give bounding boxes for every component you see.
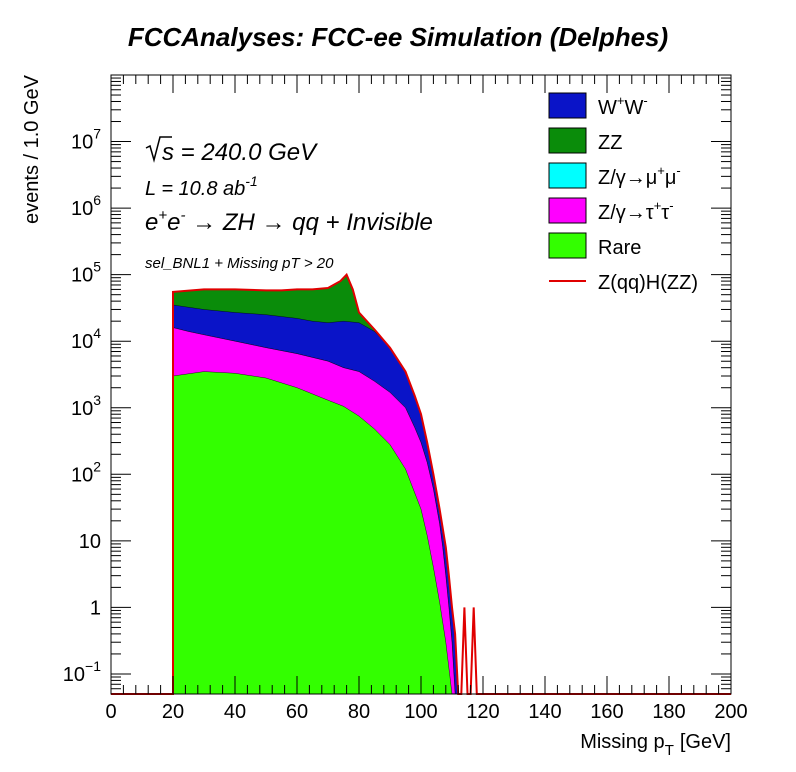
y-tick-label: 1	[90, 597, 101, 619]
y-tick-label: 105	[71, 259, 101, 287]
annotation-luminosity: L = 10.8 ab-1	[145, 173, 258, 200]
legend-label: Z/γ→μ+μ-	[598, 163, 681, 189]
y-tick-label: 104	[71, 325, 101, 353]
x-tick-label: 80	[348, 701, 370, 723]
series-line-signal	[111, 272, 731, 695]
x-tick-label: 200	[714, 701, 747, 723]
x-tick-label: 160	[590, 701, 623, 723]
legend: W+W- ZZ Z/γ→μ+μ- Z/γ→τ+τ- Rare Z(qq)H(ZZ)	[548, 92, 698, 294]
legend-item-ztautau: Z/γ→τ+τ-	[548, 197, 674, 224]
x-tick-label: 40	[224, 701, 246, 723]
x-tick-label: 20	[162, 701, 184, 723]
y-tick-label: 10	[79, 531, 101, 553]
y-tick-label: 10−1	[63, 658, 101, 686]
x-tick-label: 100	[404, 701, 437, 723]
legend-label: Z/γ→τ+τ-	[598, 198, 674, 224]
legend-swatch	[548, 127, 587, 154]
legend-item-ww: W+W-	[548, 92, 648, 119]
legend-swatch	[548, 232, 587, 259]
legend-label: Rare	[598, 237, 641, 259]
sqrt-symbol	[145, 136, 172, 163]
signal-histogram	[111, 272, 731, 695]
series-area-rare	[172, 371, 453, 695]
svg-text:s = 240.0 GeV: s = 240.0 GeV	[162, 139, 318, 166]
legend-swatch	[548, 162, 587, 189]
legend-swatch	[548, 197, 587, 224]
legend-item-zz: ZZ	[548, 127, 622, 154]
y-tick-label: 107	[71, 126, 101, 154]
y-axis-title: events / 1.0 GeV	[21, 74, 43, 224]
legend-item-signal: Z(qq)H(ZZ)	[549, 272, 698, 294]
y-tick-label: 103	[71, 392, 101, 420]
y-tick-label: 106	[71, 192, 101, 220]
y-axis: 10−1 1 10 102 103 104 105 106 107	[63, 74, 731, 695]
legend-label: W+W-	[598, 93, 648, 119]
x-tick-label: 120	[466, 701, 499, 723]
legend-item-rare: Rare	[548, 232, 641, 259]
y-tick-label: 102	[71, 458, 101, 486]
x-tick-label: 0	[105, 701, 116, 723]
annotation-process: e+e- → ZH → qq + Invisible	[145, 207, 433, 236]
stacked-histograms	[172, 274, 459, 695]
annotation-sqrt-s: s = 240.0 GeV	[145, 136, 318, 166]
chart-title: FCCAnalyses: FCC-ee Simulation (Delphes)	[128, 22, 668, 52]
legend-label: Z(qq)H(ZZ)	[598, 272, 698, 294]
x-tick-label: 180	[652, 701, 685, 723]
x-tick-label: 140	[528, 701, 561, 723]
legend-item-zmumu: Z/γ→μ+μ-	[548, 162, 681, 189]
annotation-selection: sel_BNL1 + Missing pT > 20	[145, 255, 334, 272]
legend-label: ZZ	[598, 132, 622, 154]
x-axis-title: Missing pT [GeV]	[580, 731, 731, 759]
x-tick-label: 60	[286, 701, 308, 723]
legend-swatch	[548, 92, 587, 119]
x-axis: 0 20 40 60 80 100 120 140 160 180 200	[105, 75, 748, 723]
